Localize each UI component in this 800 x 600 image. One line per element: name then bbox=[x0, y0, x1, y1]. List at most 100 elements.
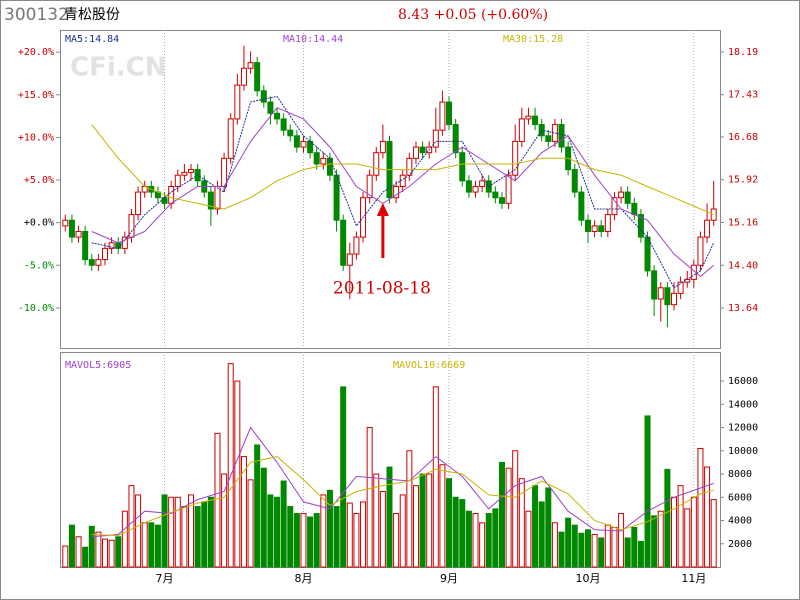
candle-body bbox=[446, 101, 453, 126]
volume-bar bbox=[353, 513, 360, 568]
candle-body bbox=[439, 101, 446, 131]
candle-body bbox=[379, 140, 386, 154]
volume-bar bbox=[214, 432, 221, 568]
volume-bar bbox=[459, 499, 466, 568]
candle-body bbox=[670, 292, 677, 306]
y2-tick-label: +5.0% bbox=[24, 175, 54, 186]
volume-bar bbox=[518, 478, 525, 568]
volume-bar bbox=[446, 478, 453, 568]
volume-bar bbox=[631, 526, 638, 568]
volume-bar bbox=[128, 485, 135, 568]
candle-body bbox=[353, 236, 360, 255]
candle-body bbox=[611, 197, 618, 216]
x-tick-label: 11月 bbox=[681, 572, 706, 585]
candle-body bbox=[62, 219, 69, 227]
volume-bar bbox=[412, 485, 419, 568]
ma-line bbox=[91, 124, 714, 216]
candle-body bbox=[432, 129, 439, 148]
y2-tick-label: +0.0% bbox=[24, 218, 54, 229]
legend-entry: MA30:15.28 bbox=[503, 34, 563, 45]
legend-entry: MA10:14.44 bbox=[283, 34, 343, 45]
y-tick-label: 15.92 bbox=[728, 175, 758, 186]
candle-body bbox=[591, 225, 598, 232]
candle-body bbox=[551, 124, 558, 142]
volume-bar bbox=[505, 467, 512, 568]
candle-body bbox=[214, 185, 221, 210]
candle-body bbox=[300, 140, 307, 148]
candle-body bbox=[412, 146, 419, 159]
volume-bar bbox=[154, 524, 161, 568]
volume-bar bbox=[168, 496, 175, 568]
candle-body bbox=[664, 287, 671, 306]
candle-body bbox=[651, 270, 658, 300]
y2-tick-label: +10.0% bbox=[18, 132, 54, 143]
candle-body bbox=[234, 84, 241, 120]
candle-body bbox=[598, 225, 605, 232]
volume-bar bbox=[221, 473, 228, 568]
volume-bar bbox=[677, 485, 684, 568]
candle-body bbox=[498, 197, 505, 204]
candle-body bbox=[95, 259, 102, 266]
volume-bar bbox=[340, 386, 347, 568]
volume-bar bbox=[690, 496, 697, 568]
candle-body bbox=[690, 264, 697, 280]
volume-bar bbox=[254, 444, 261, 568]
stock-code: 300132 bbox=[4, 5, 69, 25]
volume-bar bbox=[135, 494, 142, 568]
volume-bar bbox=[300, 513, 307, 568]
volume-bar bbox=[565, 517, 572, 568]
candle-body bbox=[320, 157, 327, 165]
candle-body bbox=[346, 253, 353, 266]
candle-body bbox=[135, 191, 142, 216]
volume-bar bbox=[207, 496, 214, 568]
volume-bar bbox=[591, 533, 598, 568]
volume-bar bbox=[485, 513, 492, 568]
candle-body bbox=[88, 259, 95, 266]
candle-body bbox=[313, 152, 320, 165]
volume-bar bbox=[604, 524, 611, 568]
volume-bar bbox=[532, 485, 539, 568]
volume-bar bbox=[194, 506, 201, 568]
x-tick-label: 7月 bbox=[156, 572, 174, 585]
candle-body bbox=[75, 230, 82, 238]
y2-tick-label: +15.0% bbox=[18, 90, 54, 101]
volume-bar bbox=[102, 538, 109, 568]
candle-body bbox=[399, 174, 406, 187]
volume-bar bbox=[578, 532, 585, 568]
candle-body bbox=[452, 124, 459, 154]
candle-body bbox=[340, 219, 347, 266]
quote: 8.43 +0.05 (+0.60%) bbox=[398, 7, 548, 23]
y-tick-label: 6000 bbox=[728, 492, 752, 503]
candle-body bbox=[333, 174, 340, 221]
volume-bar bbox=[95, 531, 102, 568]
volume-bar bbox=[551, 522, 558, 568]
y-tick-label: 18.19 bbox=[728, 47, 758, 58]
volume-bar bbox=[174, 496, 181, 568]
candle-body bbox=[512, 140, 519, 176]
y-tick-label: 16000 bbox=[728, 376, 758, 387]
candle-body bbox=[221, 157, 228, 187]
y-tick-label: 17.43 bbox=[728, 90, 758, 101]
candle-body bbox=[366, 174, 373, 199]
candle-body bbox=[624, 191, 631, 204]
volume-bar bbox=[62, 545, 69, 568]
volume-bar bbox=[234, 380, 241, 568]
candle-body bbox=[108, 242, 115, 249]
volume-bar bbox=[280, 480, 287, 568]
x-tick-label: 8月 bbox=[294, 572, 312, 585]
ma-line bbox=[91, 456, 714, 537]
volume-bar bbox=[512, 450, 519, 568]
candle-body bbox=[68, 219, 75, 238]
candle-body bbox=[677, 281, 684, 294]
candle-body bbox=[293, 135, 300, 148]
volume-bar bbox=[479, 522, 486, 568]
y-tick-label: 4000 bbox=[728, 516, 752, 527]
volume-bar bbox=[307, 516, 314, 568]
volume-bar bbox=[618, 513, 625, 568]
volume-bar bbox=[558, 531, 565, 568]
volume-bar bbox=[287, 506, 294, 568]
volume-bar bbox=[240, 456, 247, 568]
candle-body bbox=[254, 62, 261, 92]
legend-entry: MA5:14.84 bbox=[65, 34, 119, 45]
